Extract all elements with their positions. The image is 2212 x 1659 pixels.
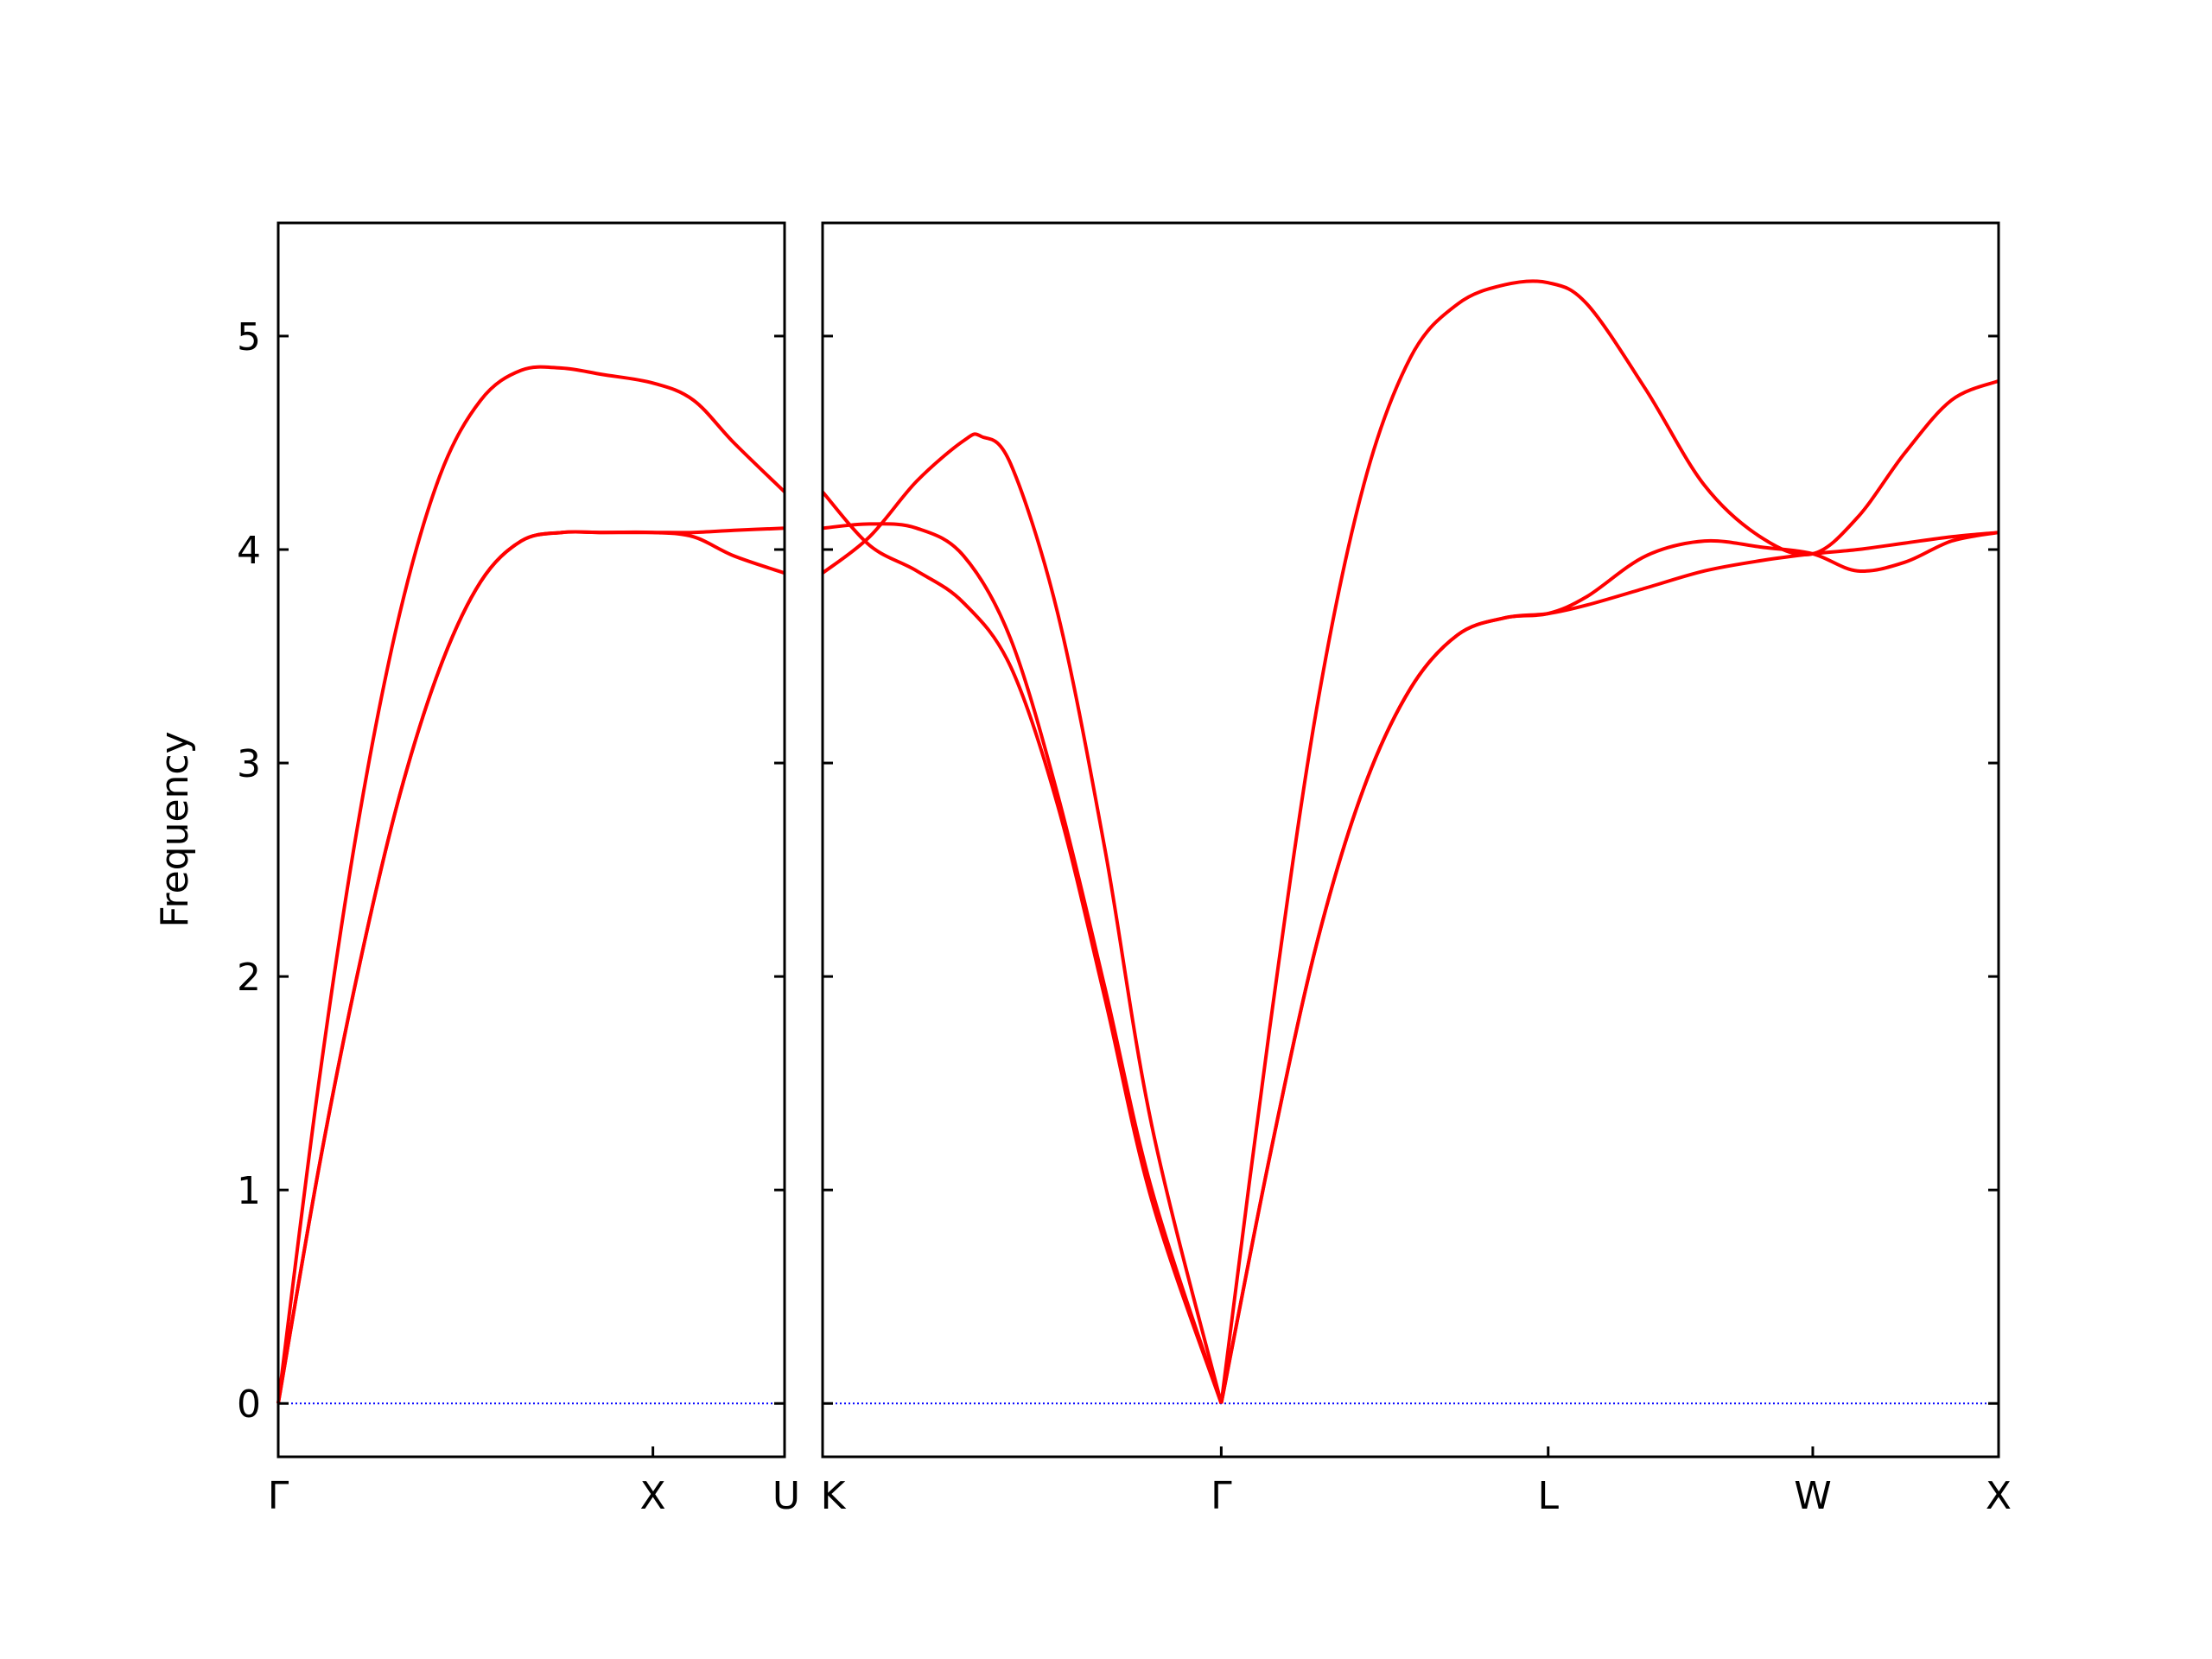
- y-tick-label: 2: [237, 956, 261, 1000]
- x-tick-label: X: [640, 1474, 666, 1518]
- x-tick-label: X: [1986, 1474, 2012, 1518]
- y-tick-label: 1: [237, 1169, 261, 1213]
- y-tick-label: 5: [237, 315, 261, 359]
- y-axis-label: Frequency: [153, 731, 197, 927]
- x-tick-label: Γ: [268, 1474, 289, 1518]
- band-line: [822, 522, 1999, 1404]
- band-line: [276, 365, 786, 1404]
- x-tick-label: K: [821, 1474, 847, 1518]
- x-tick-label: L: [1537, 1474, 1559, 1518]
- panel-frame: [276, 221, 786, 1459]
- band-line: [276, 526, 785, 1404]
- x-tick-label: Γ: [1211, 1474, 1232, 1518]
- x-tick-label: W: [1794, 1474, 1832, 1518]
- band-line: [821, 279, 1999, 1404]
- band-line: [821, 490, 1999, 1404]
- x-tick-label: U: [772, 1474, 800, 1518]
- y-tick-label: 3: [237, 742, 261, 786]
- y-tick-label: 0: [237, 1382, 261, 1427]
- y-tick-label: 4: [237, 529, 261, 573]
- band-line: [276, 530, 785, 1404]
- panel-frame: [821, 221, 2000, 1459]
